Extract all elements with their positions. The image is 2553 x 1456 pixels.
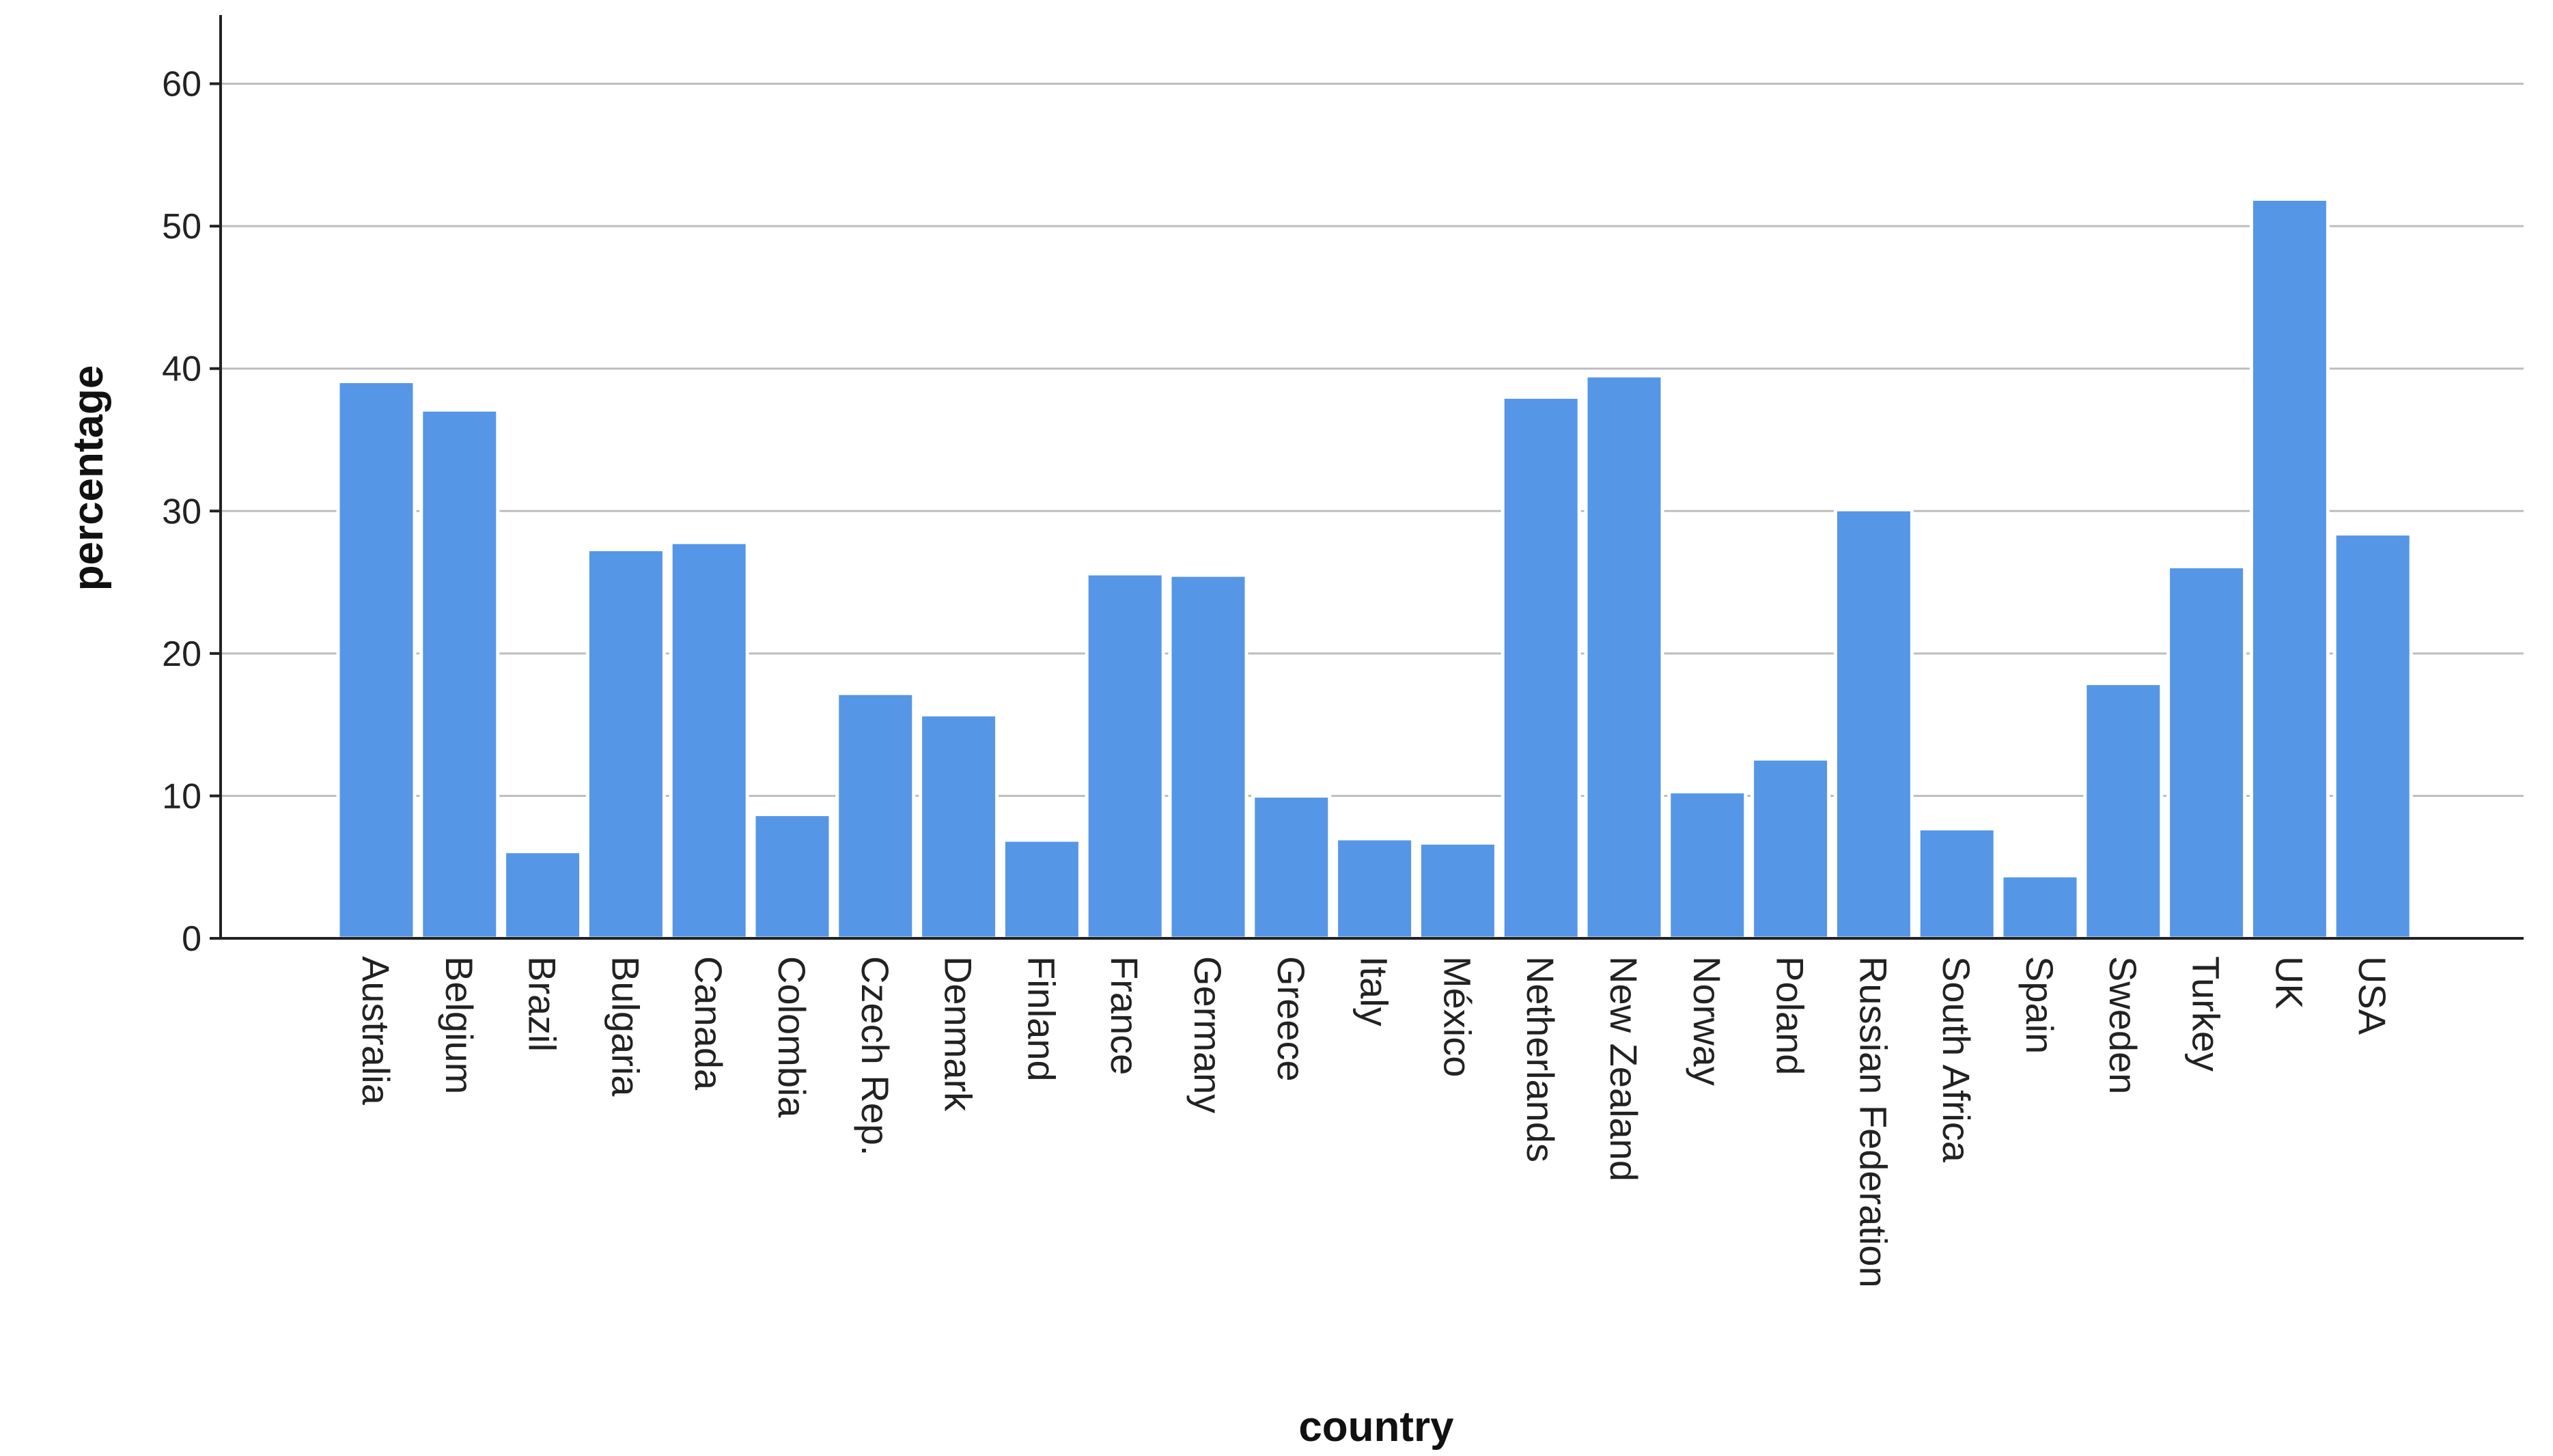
bar <box>919 713 999 940</box>
y-tick-label: 10 <box>162 776 201 816</box>
x-tick-label: Netherlands <box>1519 956 1562 1162</box>
bar <box>835 691 916 940</box>
x-tick-label: Turkey <box>2185 956 2228 1072</box>
y-tick-label: 20 <box>162 634 201 674</box>
axes <box>219 15 2524 940</box>
x-tick-label: Australia <box>354 956 397 1106</box>
x-tick-labels: Australia Belgium Brazil Bulgaria Canada Colo… <box>354 956 2394 1288</box>
bar <box>503 850 583 940</box>
bar <box>2000 873 2080 940</box>
bar <box>2083 682 2164 940</box>
x-tick-label: Bulgaria <box>604 956 647 1097</box>
bar <box>585 548 666 940</box>
x-axis-title: country <box>1298 1403 1454 1451</box>
x-tick-label: UK <box>2268 956 2311 1009</box>
y-tick-label: 40 <box>162 350 201 389</box>
bar <box>1168 573 1248 940</box>
x-tick-label: Finland <box>1020 956 1063 1082</box>
bar <box>1251 794 1332 940</box>
x-tick-label: México <box>1436 956 1479 1077</box>
x-tick-label: Norway <box>1686 956 1729 1086</box>
bar <box>1085 572 1165 940</box>
x-tick-label: Germany <box>1186 956 1229 1113</box>
bar <box>2332 532 2413 940</box>
bar <box>669 540 749 940</box>
y-tick-labels: 0 10 20 30 40 50 60 <box>162 65 221 959</box>
x-tick-label: Poland <box>1769 956 1812 1075</box>
x-tick-label: USA <box>2351 956 2394 1035</box>
bar <box>1584 374 1664 940</box>
x-tick-label: Russian Federation <box>1852 956 1895 1288</box>
bars <box>336 197 2413 940</box>
bar <box>419 408 500 940</box>
x-tick-label: Spain <box>2018 956 2061 1054</box>
bar <box>1335 837 1415 940</box>
y-tick-label: 50 <box>162 207 201 247</box>
x-tick-label: France <box>1103 956 1146 1075</box>
x-tick-label: Sweden <box>2102 956 2145 1094</box>
x-tick-label: New Zealand <box>1602 956 1645 1181</box>
bar <box>336 379 417 940</box>
bar <box>1667 789 1748 940</box>
y-tick-label: 0 <box>182 919 201 959</box>
x-tick-label: South Africa <box>1935 956 1978 1163</box>
bar <box>1750 757 1831 940</box>
bar <box>2249 197 2330 940</box>
y-axis-title: percentage <box>65 365 112 591</box>
x-tick-label: Greece <box>1270 956 1313 1082</box>
x-tick-label: Belgium <box>438 956 481 1094</box>
x-tick-label: Colombia <box>770 956 813 1118</box>
y-tick-label: 60 <box>162 65 201 104</box>
bar <box>1001 838 1082 940</box>
bar <box>2166 565 2247 940</box>
x-tick-label: Brazil <box>521 956 564 1052</box>
bar <box>1916 826 1997 940</box>
x-tick-label: Denmark <box>937 956 980 1112</box>
x-tick-label: Canada <box>687 956 730 1091</box>
y-tick-label: 30 <box>162 492 201 531</box>
bar <box>1833 507 1914 940</box>
bar <box>1417 841 1498 940</box>
x-tick-label: Czech Rep. <box>854 956 897 1156</box>
x-tick-label: Italy <box>1353 956 1396 1026</box>
bar <box>752 813 833 940</box>
bar <box>1501 395 1581 940</box>
